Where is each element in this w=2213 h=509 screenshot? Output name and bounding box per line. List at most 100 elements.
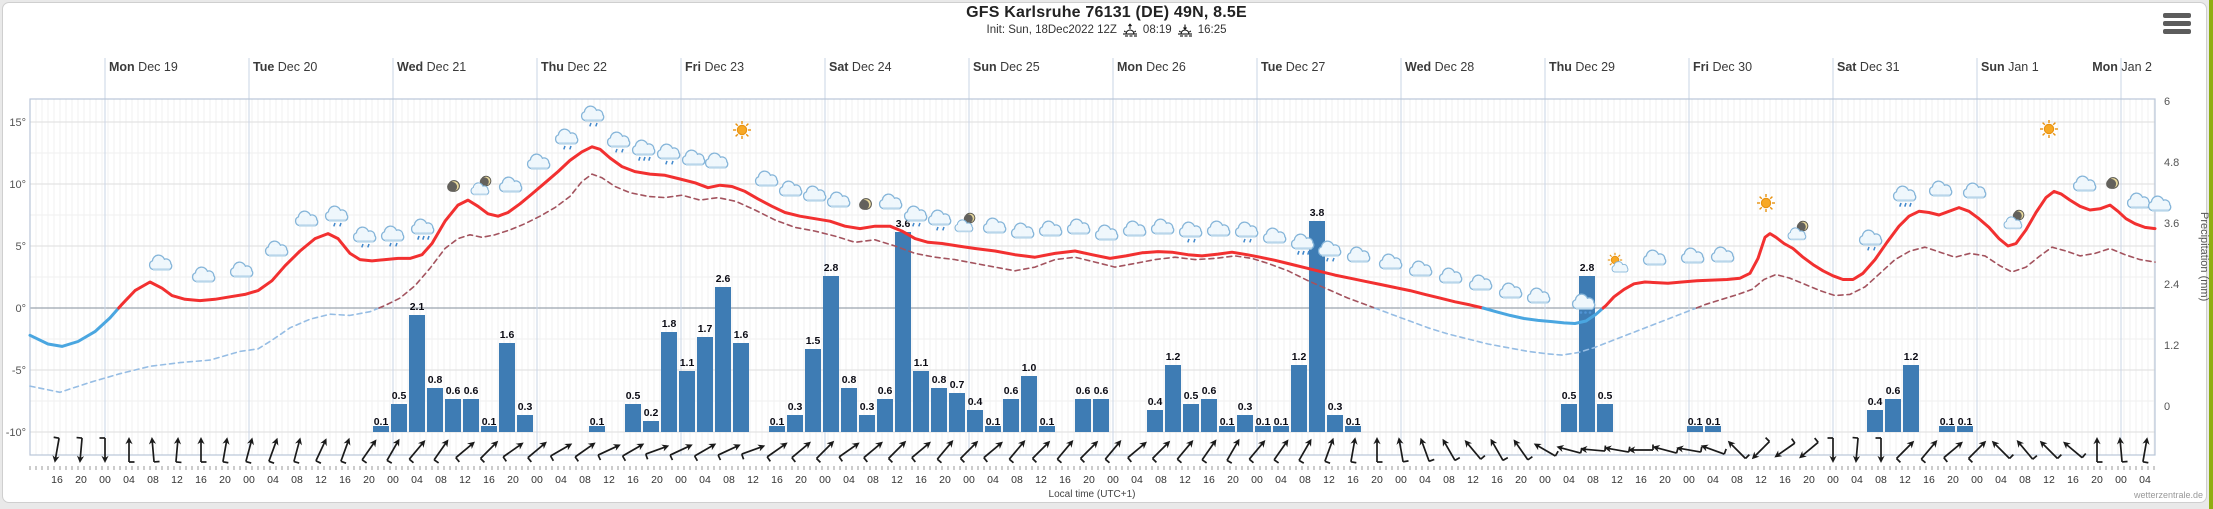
precip-value-label: 1.2 — [1904, 351, 1919, 363]
time-label: 08 — [435, 474, 447, 486]
temp-tick-label: -10° — [6, 427, 26, 439]
menu-icon[interactable] — [2163, 13, 2191, 35]
time-label: 16 — [339, 474, 351, 486]
day-label: Sat Dec 24 — [829, 60, 892, 74]
time-label: 20 — [1515, 474, 1527, 486]
day-label: Tue Dec 20 — [253, 60, 317, 74]
wind-arrow — [2013, 435, 2038, 463]
cloud-icon — [1206, 220, 1231, 237]
dewpoint-segment — [378, 173, 1376, 309]
precip-bar — [391, 404, 407, 432]
wind-arrow — [218, 435, 234, 464]
wind-arrow — [1124, 438, 1152, 463]
time-label: 00 — [1827, 474, 1839, 486]
day-label: Wed Dec 28 — [1405, 60, 1474, 74]
precip-value-label: 0.6 — [464, 385, 479, 397]
cloud-icon — [878, 193, 903, 210]
temp-tick-label: 5° — [15, 241, 26, 253]
wind-arrow — [452, 438, 480, 463]
cloud-icon — [2147, 195, 2172, 212]
precip-bar — [1255, 426, 1271, 432]
precip-bar — [1147, 410, 1163, 432]
wind-arrow — [788, 438, 816, 463]
precip-value-label: 0.6 — [1094, 385, 1109, 397]
wind-arrow — [383, 436, 406, 464]
cloud-icon — [264, 240, 289, 257]
precip-bar — [679, 371, 695, 432]
cloud-icon — [1122, 220, 1147, 237]
rain-heavy-icon — [1894, 186, 1916, 206]
precip-tick-label: 0 — [2164, 401, 2170, 413]
day-label: Sat Dec 31 — [1837, 60, 1900, 74]
time-label: 08 — [1443, 474, 1455, 486]
precip-value-label: 0.6 — [1202, 385, 1217, 397]
precip-value-label: 2.1 — [410, 301, 425, 313]
rain-icon — [608, 132, 630, 152]
cloud-icon — [704, 152, 729, 169]
precip-value-label: 0.1 — [482, 416, 497, 428]
chart-subtitle: Init: Sun, 18Dec2022 12Z 08:19 16:25 — [0, 23, 2213, 37]
time-label: 16 — [1203, 474, 1215, 486]
wind-arrow — [196, 436, 208, 463]
cloud-icon — [294, 210, 319, 227]
precip-bar — [625, 404, 641, 432]
precip-bar — [409, 315, 425, 432]
wind-arrow — [241, 435, 259, 464]
precip-value-label: 0.6 — [1076, 385, 1091, 397]
time-label: 04 — [555, 474, 567, 486]
precip-value-label: 0.1 — [1256, 416, 1271, 428]
wind-arrow — [1346, 435, 1362, 464]
cloud-icon — [2126, 192, 2151, 209]
sunrise-icon — [1122, 23, 1137, 37]
wind-arrow — [1394, 435, 1410, 464]
day-label: Fri Dec 30 — [1693, 60, 1752, 74]
precip-value-label: 1.6 — [734, 329, 749, 341]
wind-arrow — [1794, 437, 1822, 462]
time-label: 12 — [1035, 474, 1047, 486]
time-label: 12 — [171, 474, 183, 486]
time-label: 12 — [891, 474, 903, 486]
wind-arrow — [860, 438, 888, 463]
precip-bar — [1327, 415, 1343, 432]
precip-value-label: 0.1 — [986, 416, 1001, 428]
rain-icon — [658, 144, 680, 164]
precip-value-label: 0.1 — [1706, 416, 1721, 428]
precip-bar — [859, 415, 875, 432]
precip-bar — [1165, 365, 1181, 432]
precip-bar — [733, 343, 749, 432]
precip-bar — [1093, 399, 1109, 432]
wind-arrow — [667, 440, 696, 461]
precip-value-label: 3.8 — [1310, 207, 1325, 219]
precip-bar — [1273, 426, 1289, 432]
wind-arrow — [980, 438, 1008, 463]
precip-value-label: 0.6 — [878, 385, 893, 397]
temp-tick-label: 10° — [9, 179, 26, 191]
temp-tick-label: -5° — [12, 365, 26, 377]
time-label: 20 — [219, 474, 231, 486]
precipitation-bars: 0.10.52.10.80.6 0.60.11.60.30.10.50.21.81… — [373, 207, 1973, 432]
time-label: 20 — [1803, 474, 1815, 486]
time-label: 16 — [627, 474, 639, 486]
precip-bar — [1561, 404, 1577, 432]
time-label: 08 — [1299, 474, 1311, 486]
time-label: 08 — [291, 474, 303, 486]
moon-cloud-icon — [2004, 210, 2024, 228]
wind-arrow — [311, 435, 333, 465]
precip-tick-label: 1.2 — [2164, 340, 2179, 352]
time-label: 20 — [939, 474, 951, 486]
precip-bar — [463, 399, 479, 432]
sun-icon — [732, 120, 752, 140]
time-label: 04 — [699, 474, 711, 486]
day-label: Wed Dec 21 — [397, 60, 466, 74]
time-label: 12 — [1467, 474, 1479, 486]
wind-arrow — [500, 438, 528, 463]
precip-value-label: 1.5 — [806, 335, 821, 347]
time-label: 00 — [1395, 474, 1407, 486]
precip-value-label: 1.7 — [698, 323, 713, 335]
time-label: 20 — [1227, 474, 1239, 486]
precip-bar — [499, 343, 515, 432]
day-label: Thu Dec 29 — [1549, 60, 1615, 74]
time-label: 08 — [1011, 474, 1023, 486]
time-label: 04 — [1707, 474, 1719, 486]
